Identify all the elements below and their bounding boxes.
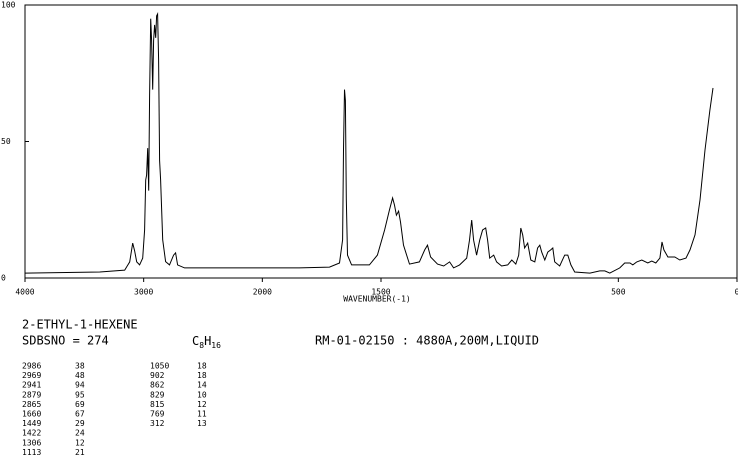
formula-part: 8 bbox=[199, 341, 204, 350]
x-tick-label: 500 bbox=[611, 288, 626, 297]
peak-intensity: 21 bbox=[75, 448, 85, 457]
x-axis-label: WAVENUMBER(-1) bbox=[343, 295, 410, 304]
y-tick-label: 0 bbox=[1, 274, 6, 283]
sdbs-number: SDBSNO = 274 bbox=[22, 334, 109, 348]
peak-intensity: 38 bbox=[75, 362, 85, 371]
formula-part: H bbox=[204, 334, 211, 348]
peak-wavenumber: 1050 bbox=[150, 362, 169, 371]
peak-wavenumber: 1422 bbox=[22, 429, 41, 438]
peak-intensity: 48 bbox=[75, 371, 85, 380]
peak-wavenumber: 862 bbox=[150, 381, 165, 390]
peak-wavenumber: 1449 bbox=[22, 419, 41, 428]
x-tick-label: 2000 bbox=[253, 288, 272, 297]
peak-intensity: 12 bbox=[75, 438, 85, 447]
y-tick-label: 100 bbox=[1, 1, 16, 10]
peak-wavenumber: 2865 bbox=[22, 400, 41, 409]
x-tick-label: 0 bbox=[735, 288, 738, 297]
peak-intensity: 10 bbox=[197, 390, 207, 399]
peak-intensity: 12 bbox=[197, 400, 207, 409]
plot-frame bbox=[24, 4, 738, 279]
peak-intensity: 18 bbox=[197, 371, 207, 380]
x-tick-label: 1500 bbox=[371, 288, 390, 297]
peak-wavenumber: 2879 bbox=[22, 390, 41, 399]
peak-wavenumber: 815 bbox=[150, 400, 165, 409]
peak-wavenumber: 902 bbox=[150, 371, 165, 380]
formula-part: 16 bbox=[211, 341, 221, 350]
peak-wavenumber: 1113 bbox=[22, 448, 41, 457]
peak-wavenumber: 769 bbox=[150, 410, 165, 419]
peak-wavenumber: 312 bbox=[150, 419, 165, 428]
formula-part: C bbox=[192, 334, 199, 348]
peak-intensity: 13 bbox=[197, 419, 207, 428]
peak-wavenumber: 1660 bbox=[22, 410, 41, 419]
compound-name: 2-ETHYL-1-HEXENE bbox=[22, 318, 138, 332]
measurement-conditions: RM-01-02150 : 4880A,200M,LIQUID bbox=[315, 334, 539, 348]
peak-wavenumber: 1306 bbox=[22, 438, 41, 447]
peak-intensity: 95 bbox=[75, 390, 85, 399]
peak-intensity: 69 bbox=[75, 400, 85, 409]
peak-intensity: 14 bbox=[197, 381, 207, 390]
formula: C8H16 bbox=[192, 334, 221, 350]
peak-intensity: 29 bbox=[75, 419, 85, 428]
x-tick-label: 4000 bbox=[15, 288, 34, 297]
peak-intensity: 94 bbox=[75, 381, 85, 390]
peak-wavenumber: 2941 bbox=[22, 381, 41, 390]
y-tick-label: 50 bbox=[1, 137, 11, 146]
peak-wavenumber: 829 bbox=[150, 390, 165, 399]
peak-intensity: 24 bbox=[75, 429, 85, 438]
peak-wavenumber: 2969 bbox=[22, 371, 41, 380]
peak-intensity: 11 bbox=[197, 410, 207, 419]
peak-wavenumber: 2986 bbox=[22, 362, 41, 371]
peak-intensity: 18 bbox=[197, 362, 207, 371]
x-tick-label: 3000 bbox=[134, 288, 153, 297]
peak-intensity: 67 bbox=[75, 410, 85, 419]
spectrum-line bbox=[24, 12, 714, 274]
